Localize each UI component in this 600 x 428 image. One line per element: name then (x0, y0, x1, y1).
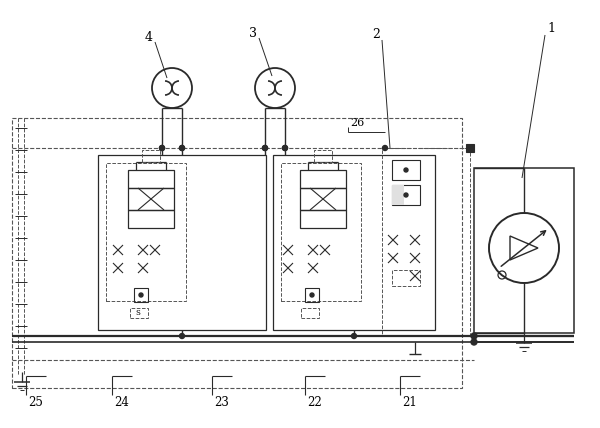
Circle shape (160, 146, 164, 151)
Circle shape (179, 333, 185, 339)
Circle shape (139, 293, 143, 297)
Text: 24: 24 (115, 396, 130, 410)
Bar (300, 170, 346, 188)
Circle shape (471, 333, 477, 339)
Circle shape (283, 146, 287, 151)
Circle shape (310, 293, 314, 297)
Bar (392, 185, 420, 205)
Bar (305, 288, 319, 302)
Circle shape (263, 146, 268, 151)
Circle shape (383, 146, 388, 151)
Bar (281, 163, 361, 301)
Bar (142, 150, 160, 162)
Text: 26: 26 (350, 118, 364, 128)
Bar (474, 168, 574, 333)
Bar (300, 210, 346, 228)
Circle shape (263, 146, 268, 151)
Text: 22: 22 (308, 396, 322, 410)
Bar (466, 144, 474, 152)
Text: 23: 23 (215, 396, 229, 410)
Bar (128, 170, 174, 188)
Text: 1: 1 (547, 21, 555, 35)
Bar (106, 163, 186, 301)
Circle shape (404, 193, 408, 197)
Bar (300, 188, 346, 210)
Bar (128, 188, 174, 210)
Bar (392, 185, 404, 205)
Circle shape (471, 339, 477, 345)
Text: 25: 25 (29, 396, 43, 410)
Bar (382, 148, 470, 336)
Bar (98, 155, 266, 330)
Circle shape (160, 146, 164, 151)
Circle shape (404, 168, 408, 172)
Circle shape (179, 146, 185, 151)
Bar (12, 118, 462, 388)
Text: 4: 4 (145, 30, 153, 44)
Bar (130, 308, 148, 318)
Circle shape (352, 333, 356, 339)
Bar (301, 308, 319, 318)
Bar (134, 288, 148, 302)
Bar (128, 210, 174, 228)
Text: 2: 2 (372, 27, 380, 41)
Text: 3: 3 (249, 27, 257, 39)
Bar (273, 155, 435, 330)
Text: S: S (136, 309, 140, 317)
Bar (392, 270, 420, 286)
Bar (392, 160, 420, 180)
Circle shape (283, 146, 287, 151)
Circle shape (179, 146, 185, 151)
Text: 21: 21 (403, 396, 418, 410)
Bar (314, 150, 332, 162)
